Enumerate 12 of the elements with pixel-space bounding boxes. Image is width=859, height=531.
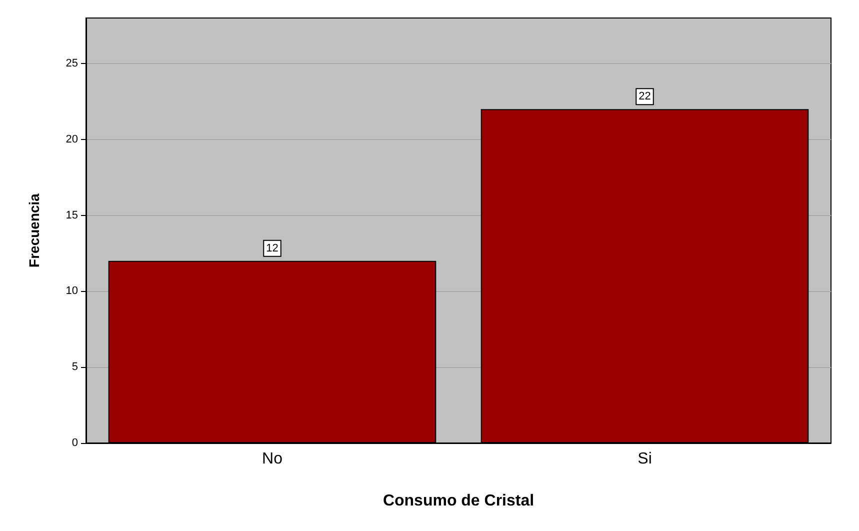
x-tick-label: Si	[638, 450, 652, 468]
data-label: 22	[638, 90, 651, 103]
y-tick-label: 20	[66, 133, 78, 146]
x-tick-label: No	[262, 450, 283, 468]
y-tick-label: 0	[72, 437, 78, 449]
y-axis-title: Frecuencia	[26, 193, 42, 268]
x-axis-title: Consumo de Cristal	[382, 492, 534, 510]
y-tick-label: 10	[66, 285, 78, 298]
y-tick-label: 5	[72, 361, 78, 374]
y-tick-label: 25	[66, 58, 78, 70]
y-tick-label: 15	[66, 209, 78, 222]
data-label: 12	[266, 242, 278, 254]
